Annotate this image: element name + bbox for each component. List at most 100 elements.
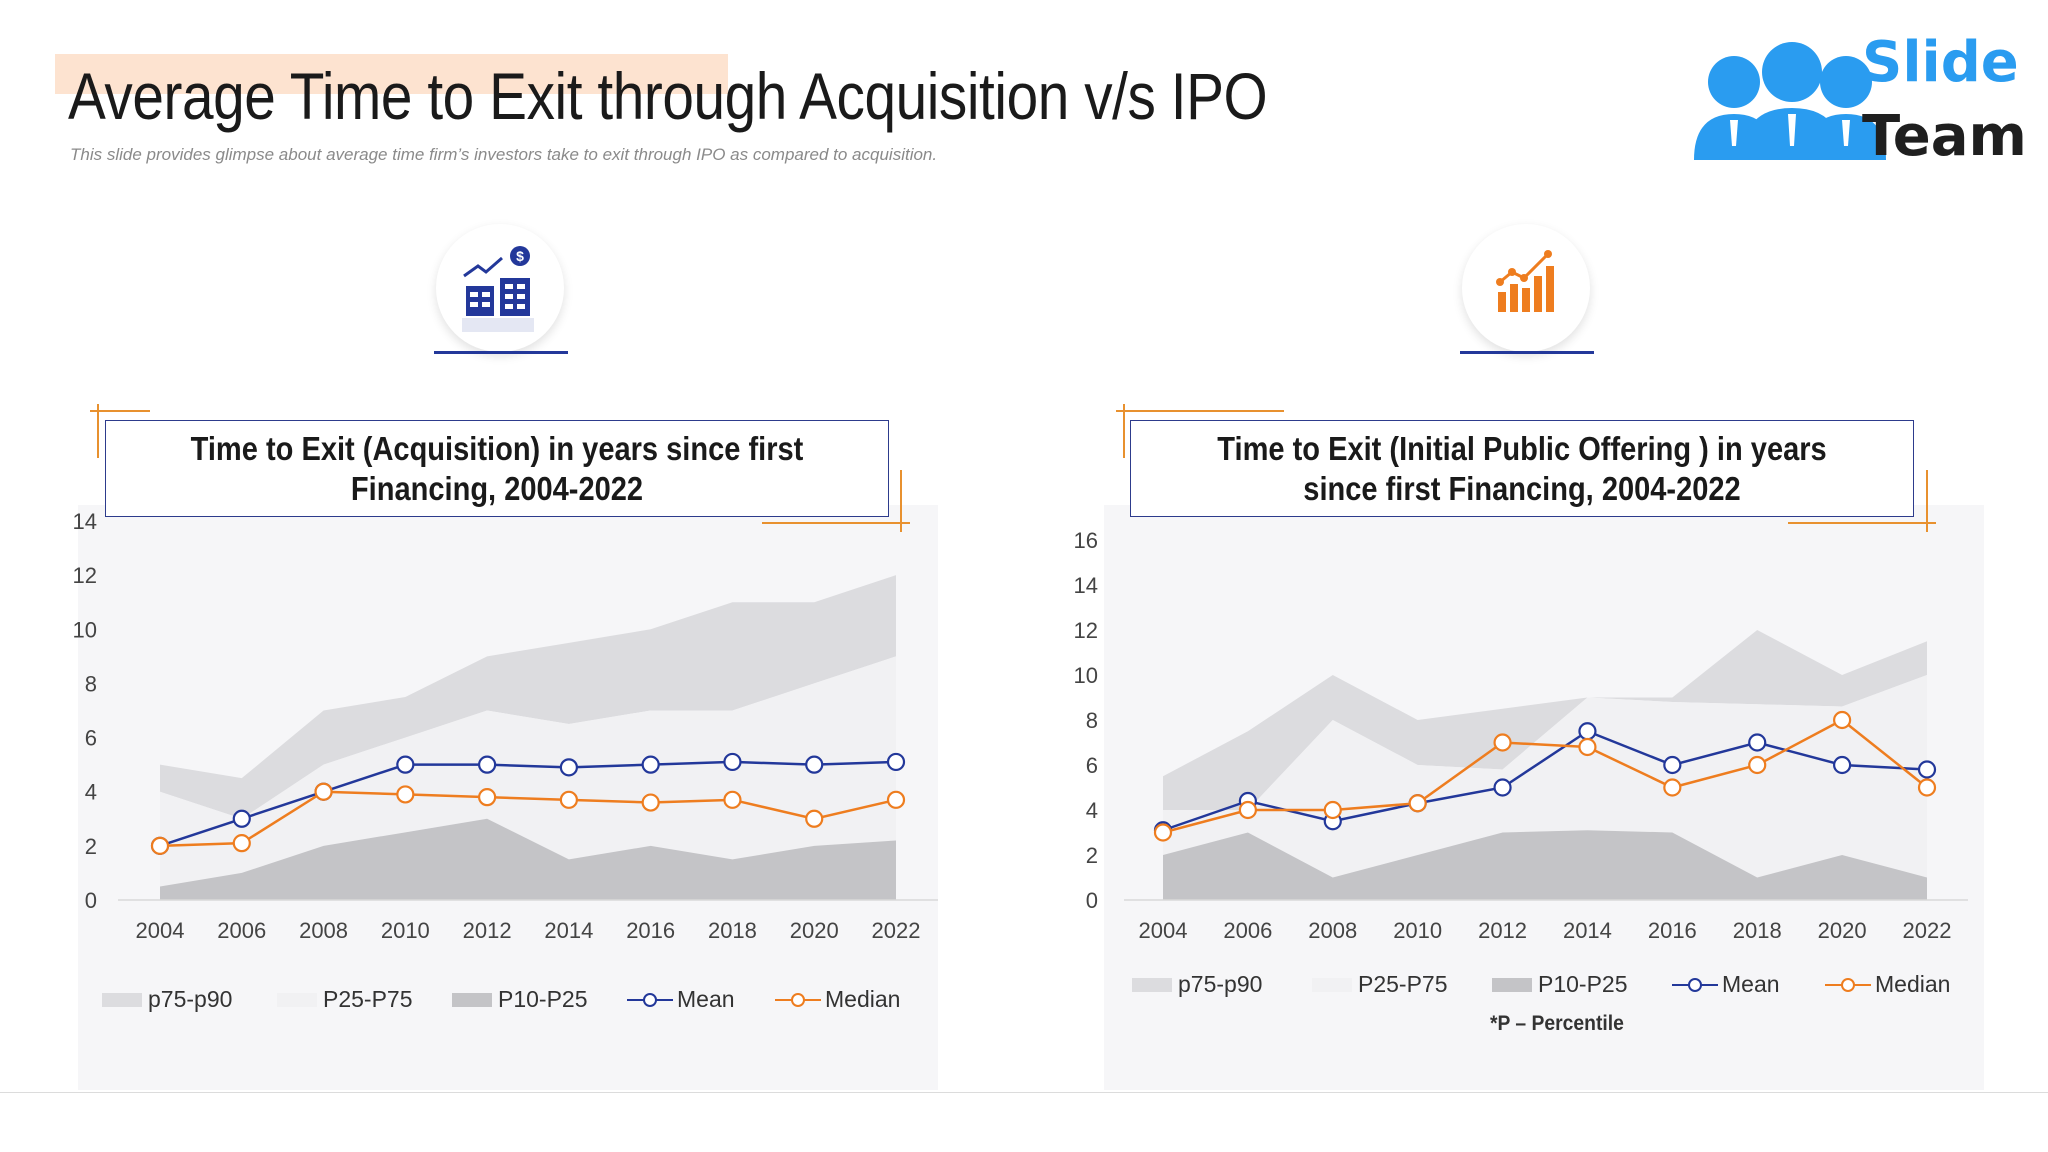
y-tick-label: 8	[85, 671, 97, 696]
data-point-median	[805, 809, 824, 828]
page-title: Average Time to Exit through Acquisition…	[68, 59, 1268, 133]
x-tick-label: 2006	[1223, 918, 1272, 943]
data-point-median	[314, 782, 333, 801]
left-icon-underline	[434, 351, 568, 354]
legend-swatch-p75-p90	[1132, 977, 1172, 992]
x-tick-label: 2010	[1393, 918, 1442, 943]
data-point-median	[478, 788, 497, 807]
area-band-p10-p25	[160, 818, 896, 900]
x-tick-label: 2008	[299, 918, 348, 943]
bottom-rule	[0, 1092, 2048, 1093]
series-line-median	[1162, 718, 1928, 834]
legend-swatch-p75-p90	[102, 992, 142, 1007]
data-point-median	[1408, 794, 1427, 813]
y-tick-label: 2	[1086, 843, 1098, 868]
data-point-median	[1578, 737, 1597, 757]
slide-team-logo-icon	[1694, 42, 1886, 160]
data-point-mean	[478, 755, 497, 774]
y-tick-label: 8	[1086, 708, 1098, 733]
legend-item-mean: Mean	[627, 986, 775, 1013]
right-chart-title: Time to Exit (Initial Public Offering ) …	[1217, 429, 1827, 507]
data-point-mean	[723, 752, 742, 772]
x-tick-label: 2016	[1648, 918, 1697, 943]
y-tick-label: 14	[73, 509, 97, 534]
x-tick-label: 2016	[626, 918, 675, 943]
y-tick-label: 6	[1086, 753, 1098, 778]
legend-label: p75-p90	[148, 986, 233, 1012]
x-tick-label: 2010	[381, 918, 430, 943]
x-tick-label: 2004	[136, 918, 185, 943]
x-tick-label: 2014	[544, 918, 593, 943]
y-tick-label: 4	[85, 780, 97, 805]
y-tick-label: 16	[1074, 528, 1098, 553]
legend-item-mean: Mean	[1672, 971, 1825, 998]
data-point-median	[641, 793, 660, 812]
legend-label: Median	[1875, 971, 1951, 997]
legend-item-median: Median	[775, 986, 900, 1013]
area-band-p10-p25	[1163, 830, 1927, 900]
data-point-median	[1833, 710, 1852, 730]
y-tick-label: 6	[85, 726, 97, 751]
data-point-mean	[1748, 733, 1767, 752]
x-tick-label: 2008	[1308, 918, 1357, 943]
legend-item-p25-p75: P25-P75	[1312, 971, 1492, 998]
title-highlight	[55, 54, 728, 94]
svg-text:$: $	[516, 248, 524, 264]
legend-label: Mean	[1722, 971, 1780, 997]
buildings-dollar-icon: $	[462, 246, 534, 332]
y-tick-label: 10	[1074, 663, 1098, 688]
series-line-median	[159, 790, 897, 848]
percentile-footnote: *P – Percentile	[1490, 1012, 1624, 1035]
data-point-median	[1238, 800, 1257, 820]
x-tick-label: 2014	[1563, 918, 1612, 943]
x-tick-label: 2012	[1478, 918, 1527, 943]
area-band-p25-p75	[1163, 675, 1927, 878]
x-tick-label: 2004	[1139, 918, 1188, 943]
area-band-p75-p90	[160, 575, 896, 819]
data-point-mean	[1578, 722, 1597, 741]
data-point-median	[886, 790, 906, 809]
legend-label: P25-P75	[323, 986, 413, 1012]
data-point-median	[1153, 823, 1173, 842]
series-line-mean	[159, 760, 897, 848]
data-point-mean	[1493, 778, 1512, 797]
data-point-mean	[559, 758, 578, 777]
left-legend: p75-p90 P25-P75 P10-P25 Mean Median	[102, 986, 900, 1013]
page-subtitle: This slide provides glimpse about averag…	[70, 145, 938, 164]
data-point-mean	[641, 755, 660, 774]
left-title-accent-h2	[762, 522, 910, 524]
data-point-mean	[396, 755, 415, 774]
data-point-mean	[1663, 755, 1682, 775]
y-tick-label: 0	[1086, 888, 1098, 913]
data-point-median	[150, 836, 170, 855]
x-tick-label: 2022	[872, 918, 921, 943]
left-title-accent-h1	[90, 410, 150, 412]
x-tick-label: 2020	[1818, 918, 1867, 943]
legend-label: Mean	[677, 986, 735, 1012]
y-tick-label: 4	[1086, 798, 1098, 823]
data-point-mean	[1833, 755, 1852, 775]
legend-swatch-p25-p75	[277, 992, 317, 1007]
right-legend: p75-p90 P25-P75 P10-P25 Mean Median	[1132, 971, 1950, 998]
legend-label: Median	[825, 986, 901, 1012]
y-tick-label: 0	[85, 888, 97, 913]
legend-item-median: Median	[1825, 971, 1950, 998]
data-point-median	[232, 834, 251, 853]
x-tick-label: 2006	[217, 918, 266, 943]
data-point-median	[1663, 778, 1682, 797]
left-title-accent-v1	[97, 404, 99, 458]
left-chart-title: Time to Exit (Acquisition) in years sinc…	[190, 429, 804, 507]
x-tick-label: 2022	[1903, 918, 1952, 943]
right-icon-underline	[1460, 351, 1594, 354]
x-tick-label: 2018	[708, 918, 757, 943]
legend-label: P25-P75	[1358, 971, 1448, 997]
area-band-p75-p90	[1163, 630, 1927, 810]
growth-bar-chart-icon	[1496, 250, 1554, 312]
data-point-median	[1323, 800, 1342, 820]
legend-item-p75-p90: p75-p90	[102, 986, 277, 1013]
y-tick-label: 12	[1074, 618, 1098, 643]
logo-text-slide: Slide	[1862, 30, 2019, 95]
legend-swatch-p10-p25	[452, 992, 492, 1007]
data-point-median	[396, 785, 415, 804]
data-point-median	[723, 790, 742, 809]
